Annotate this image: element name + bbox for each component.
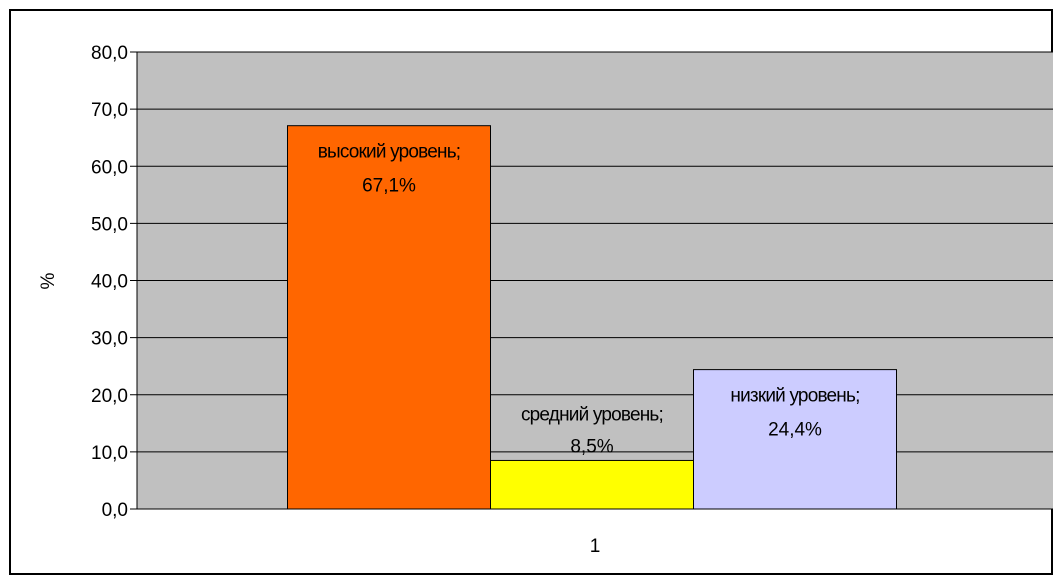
y-tick-label: 20,0 (91, 386, 128, 407)
y-tick-label: 40,0 (91, 272, 128, 293)
y-tick-label: 60,0 (91, 157, 128, 178)
y-axis-title: % (38, 272, 59, 289)
data-labels: высокий уровень; 67,1% средний уровень; 8,5… (318, 142, 861, 458)
bar-3 (693, 369, 897, 510)
data-label-value: 67,1% (362, 176, 416, 197)
y-tick-label: 30,0 (91, 329, 128, 350)
y-tick-label: 50,0 (91, 214, 128, 235)
y-tick-label: 70,0 (91, 100, 128, 121)
data-label-name: высокий уровень; (318, 142, 461, 163)
data-label-value: 24,4% (768, 420, 822, 441)
y-tick-label: 80,0 (91, 43, 128, 64)
bar-2 (490, 459, 694, 510)
data-label-value: 8,5% (570, 436, 613, 457)
y-tick-label: 0,0 (102, 500, 128, 521)
x-category-label: 1 (590, 536, 601, 557)
bars (287, 125, 897, 510)
y-axis-ticks: 0,0 10,0 20,0 30,0 40,0 50,0 60,0 70,0 80,0 (91, 43, 137, 521)
data-label-name: средний уровень; (521, 404, 663, 425)
bar-1 (287, 125, 491, 510)
data-label-name: низкий уровень; (730, 386, 859, 407)
y-tick-label: 10,0 (91, 443, 128, 464)
